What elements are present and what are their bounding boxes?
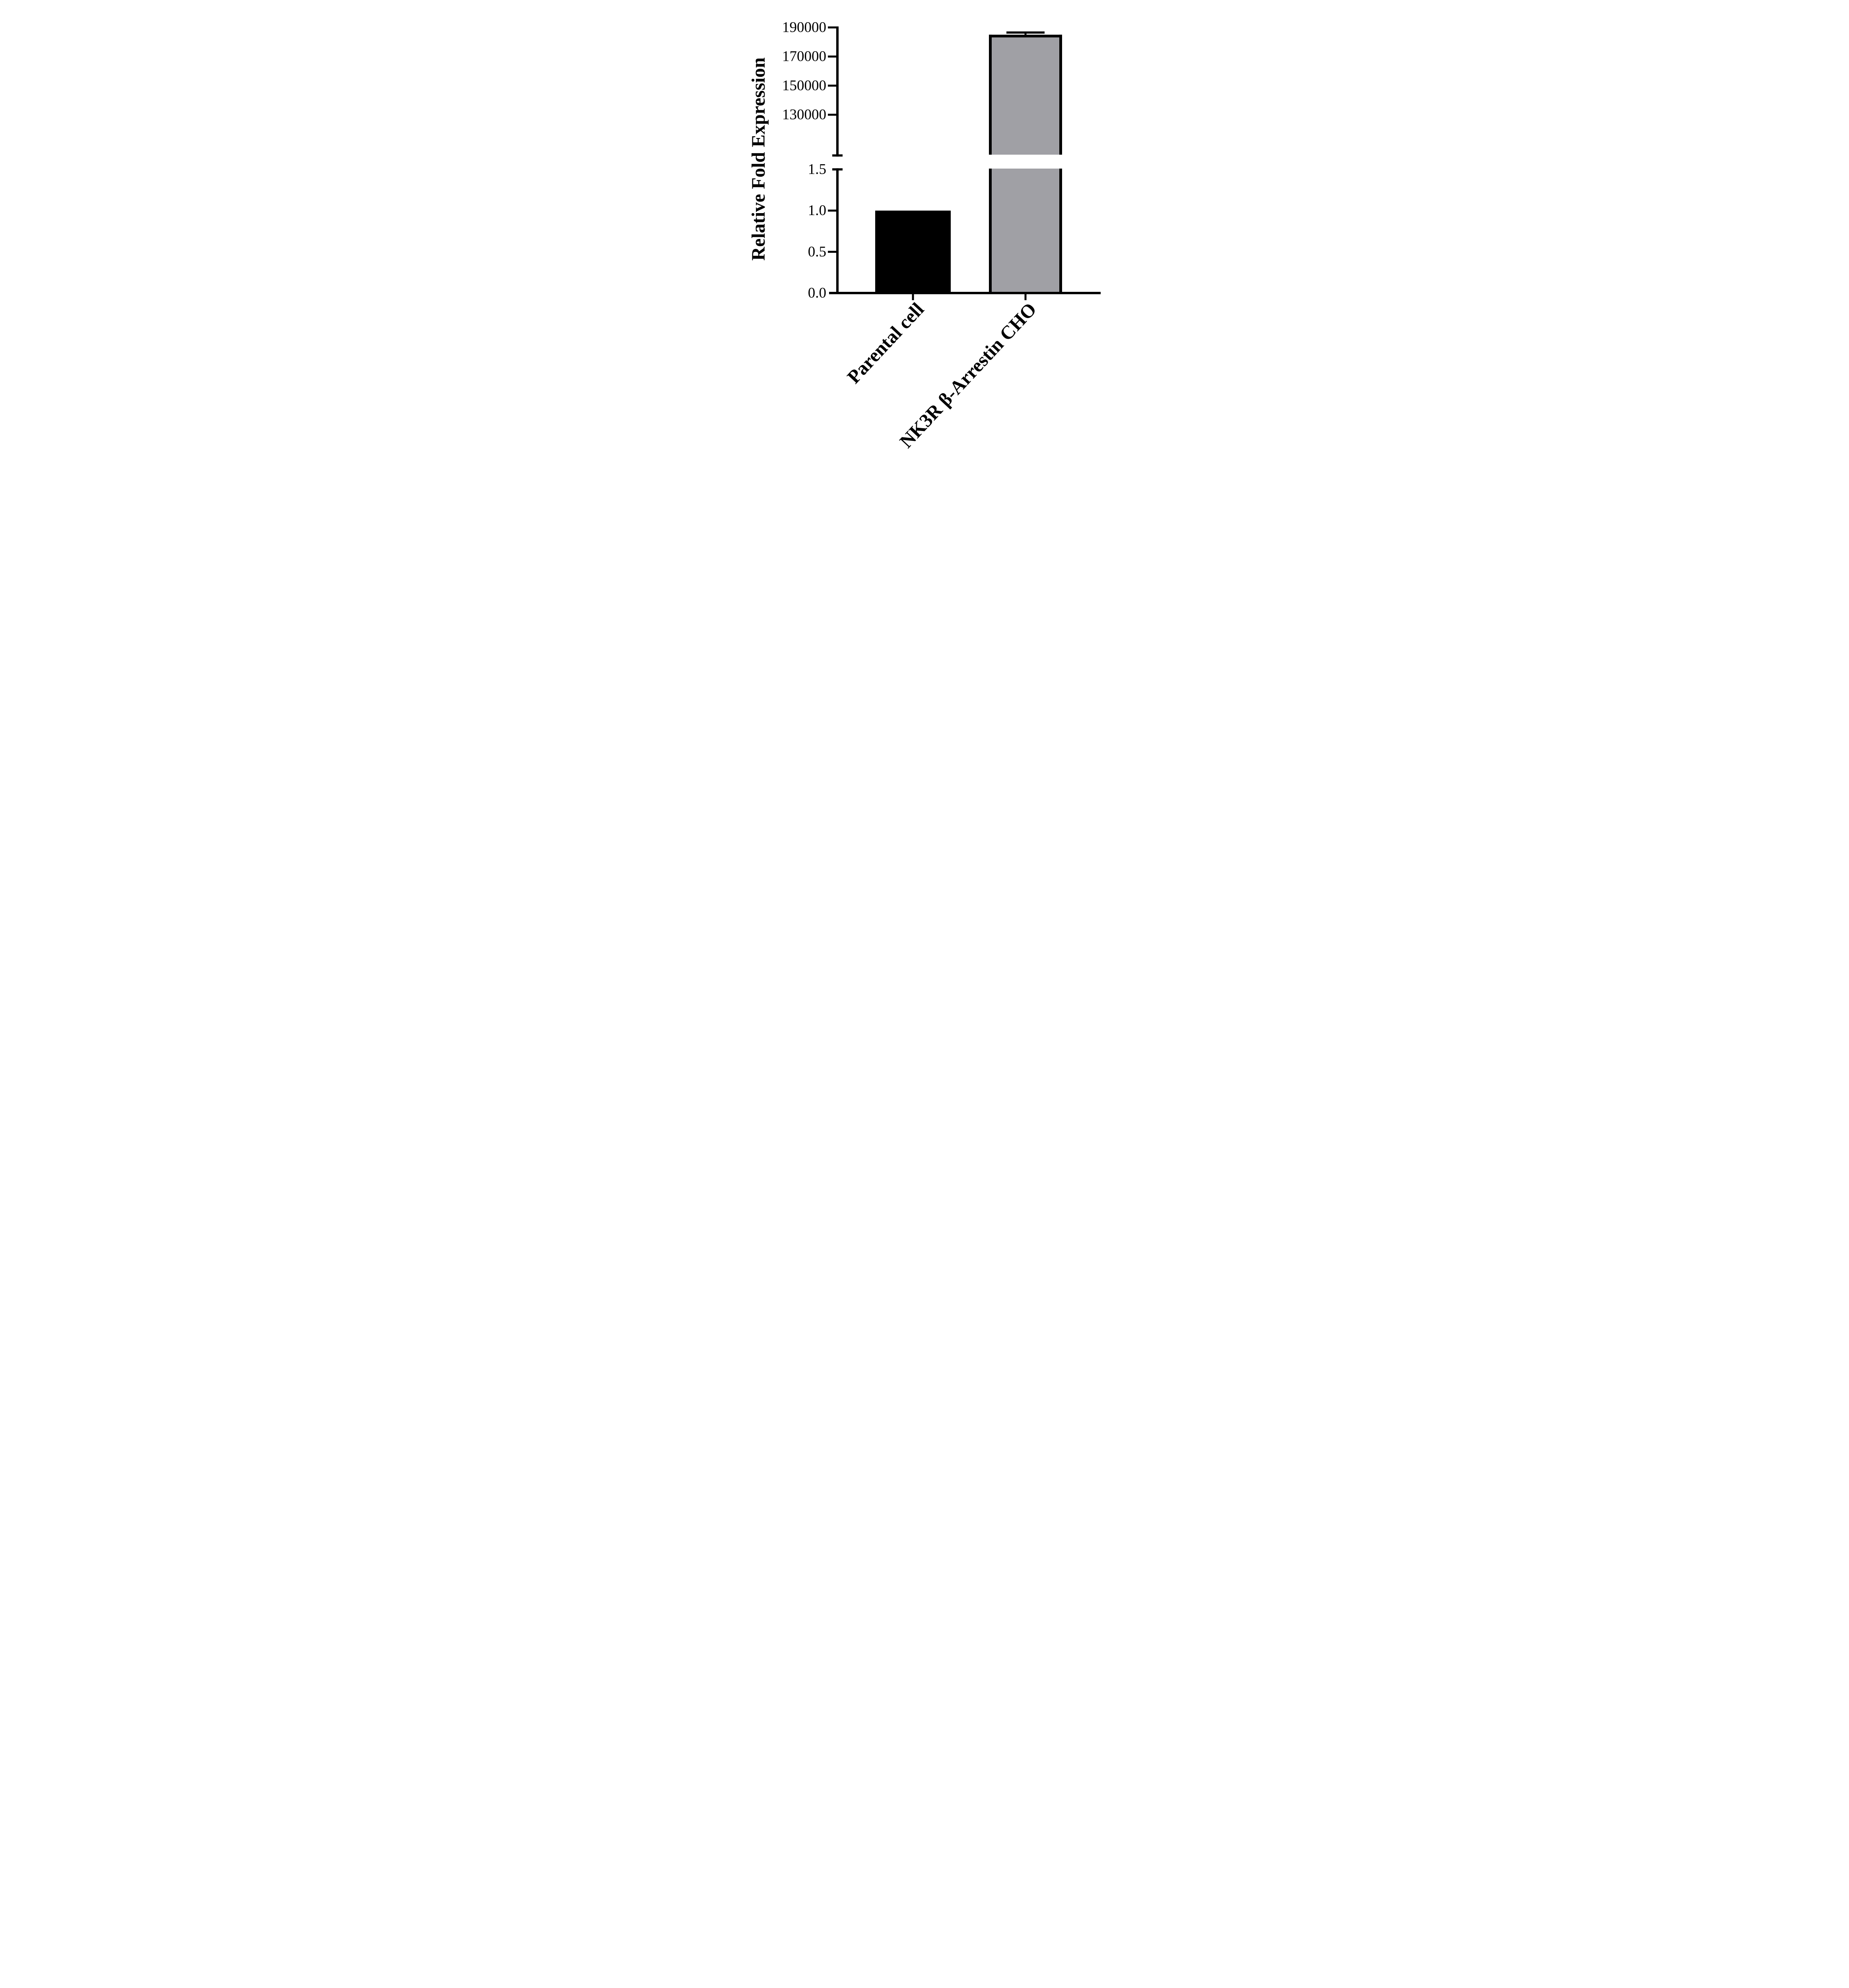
bar-upper-nk3r-arrestin-cho	[992, 37, 1059, 155]
bar-outline-right-nk3r-arrestin-cho	[1059, 35, 1062, 155]
y-tick-lower	[828, 250, 836, 253]
y-tick-label-upper: 150000	[782, 78, 826, 94]
x-category-label: Parental cell	[843, 299, 928, 388]
error-bar-cap	[1006, 31, 1045, 34]
chart-svg: 130000 150000 170000 190000 0.0 0.5 1.0 1.5 Pare…	[748, 19, 1101, 452]
bar-lower-nk3r-arrestin-cho	[992, 169, 1059, 293]
x-axis-baseline	[829, 292, 1101, 294]
y-tick-label-upper: 190000	[782, 19, 826, 36]
y-tick-upper	[828, 114, 836, 116]
y-tick-upper	[828, 55, 836, 58]
y-tick-label-lower: 1.5	[808, 161, 826, 178]
y-tick-lower	[828, 210, 836, 212]
y-tick-upper	[828, 84, 836, 87]
bar-outline-left-lower-nk3r-arrestin-cho	[989, 169, 992, 293]
y-axis-title: Relative Fold Expression	[748, 57, 769, 260]
x-tick	[912, 294, 914, 300]
bar-chart-figure: 130000 150000 170000 190000 0.0 0.5 1.0 1.5 Pare…	[740, 0, 1109, 457]
y-tick-upper	[828, 26, 836, 29]
y-axis-upper-spine	[836, 26, 839, 157]
y-tick-label-upper: 130000	[782, 107, 826, 123]
bar-parental-cell	[875, 210, 951, 293]
axis-break-cap-lower	[832, 168, 843, 171]
x-tick	[1024, 294, 1027, 300]
axis-break-cap-upper	[832, 154, 843, 157]
y-tick-label-lower: 0.0	[808, 285, 826, 301]
y-axis-lower-spine	[836, 168, 839, 294]
y-tick-label-lower: 0.5	[808, 244, 826, 260]
bar-outline-top-nk3r-arrestin-cho	[989, 35, 1062, 38]
y-tick-label-lower: 1.0	[808, 202, 826, 219]
bar-outline-right-lower-nk3r-arrestin-cho	[1059, 169, 1062, 293]
y-tick-label-upper: 170000	[782, 49, 826, 65]
bar-outline-left-nk3r-arrestin-cho	[989, 35, 992, 155]
